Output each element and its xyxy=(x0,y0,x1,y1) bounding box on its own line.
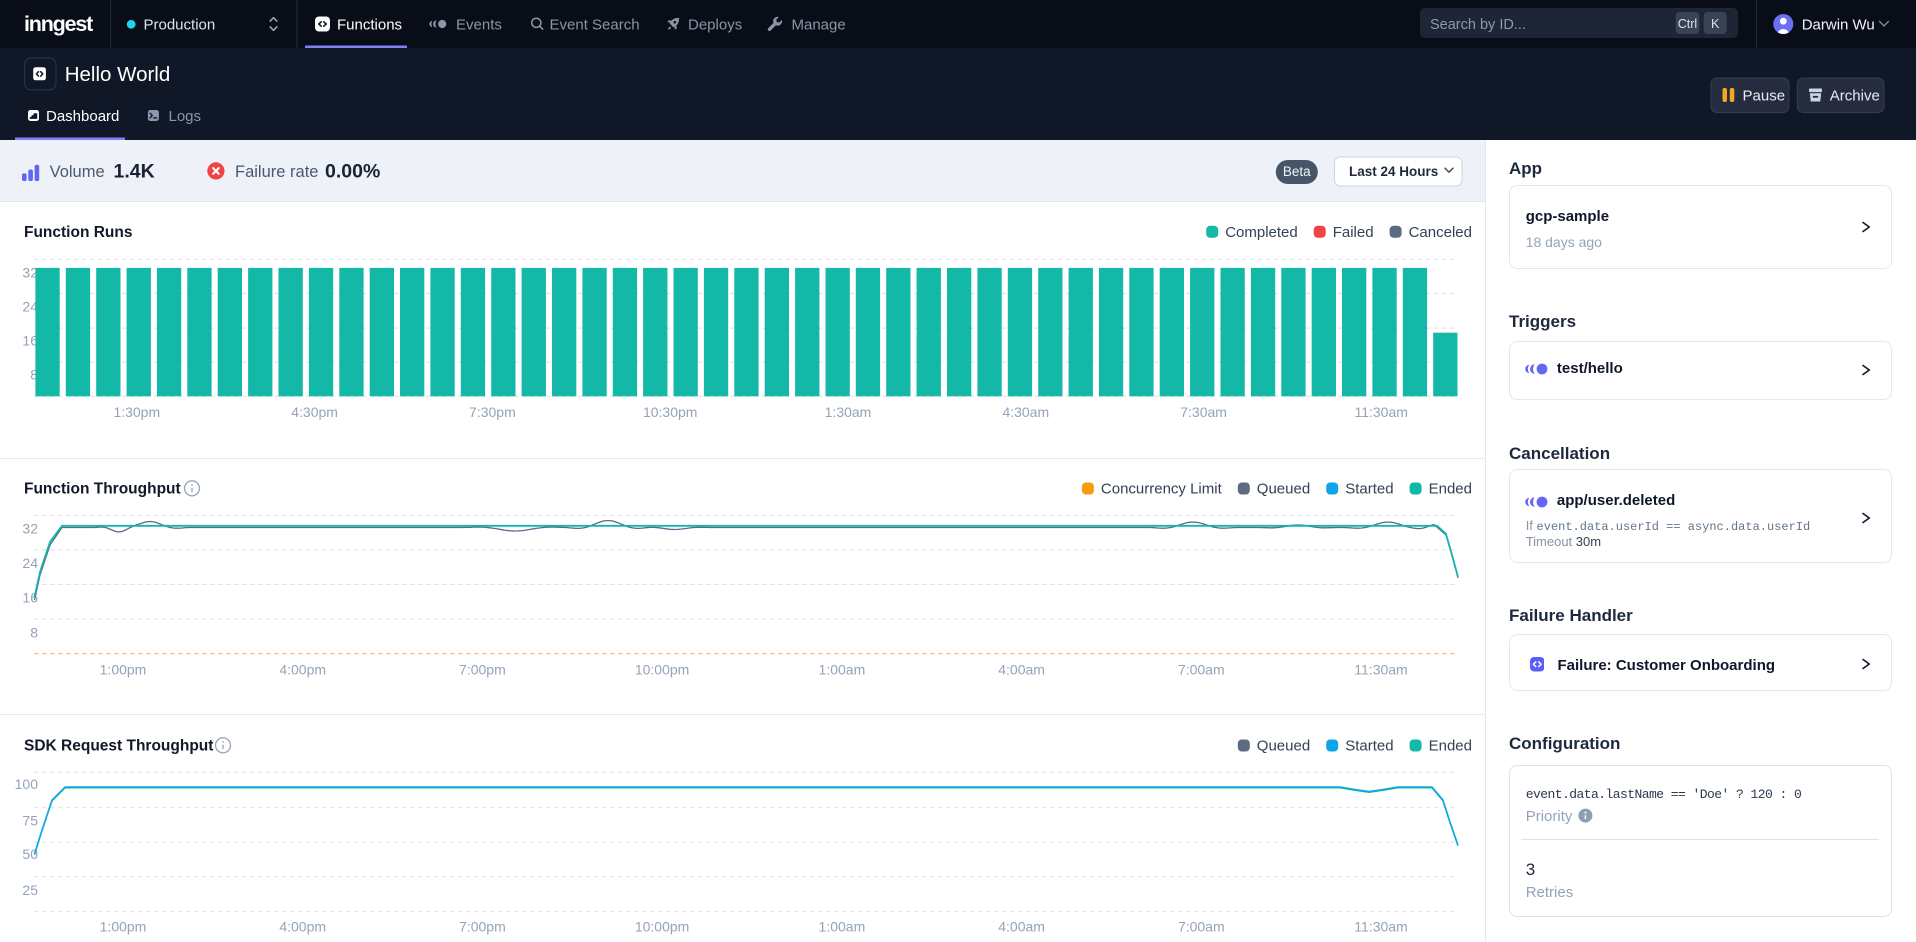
svg-text:7:00am: 7:00am xyxy=(1178,919,1225,935)
svg-text:24: 24 xyxy=(22,555,38,571)
svg-text:Beta: Beta xyxy=(1283,164,1311,179)
svg-text:4:00am: 4:00am xyxy=(998,919,1045,935)
svg-text:1:00am: 1:00am xyxy=(819,919,866,935)
svg-text:Events: Events xyxy=(456,17,502,34)
svg-text:Ctrl: Ctrl xyxy=(1678,17,1697,31)
svg-text:Event Search: Event Search xyxy=(550,17,640,34)
svg-text:Ended: Ended xyxy=(1429,481,1472,498)
svg-text:Dashboard: Dashboard xyxy=(46,108,119,125)
svg-text:Volume: Volume xyxy=(50,163,105,181)
svg-text:11:30am: 11:30am xyxy=(1354,919,1407,935)
svg-text:7:00am: 7:00am xyxy=(1178,662,1225,678)
svg-text:Started: Started xyxy=(1345,738,1393,755)
svg-text:1:30am: 1:30am xyxy=(825,404,872,420)
svg-text:32: 32 xyxy=(22,520,38,536)
svg-text:Failed: Failed xyxy=(1333,224,1374,241)
svg-text:1:30pm: 1:30pm xyxy=(113,404,160,420)
svg-text:7:30am: 7:30am xyxy=(1180,404,1227,420)
svg-text:10:00pm: 10:00pm xyxy=(635,919,689,935)
svg-text:1.4K: 1.4K xyxy=(114,161,155,183)
svg-text:1:00am: 1:00am xyxy=(819,662,866,678)
svg-text:10:00pm: 10:00pm xyxy=(635,662,689,678)
svg-text:Pause: Pause xyxy=(1743,88,1786,105)
svg-text:4:30am: 4:30am xyxy=(1002,404,1049,420)
svg-text:4:00am: 4:00am xyxy=(998,662,1045,678)
svg-text:Archive: Archive xyxy=(1830,88,1880,105)
svg-text:7:00pm: 7:00pm xyxy=(459,919,506,935)
svg-text:Manage: Manage xyxy=(792,17,846,34)
svg-text:Production: Production xyxy=(144,17,216,34)
svg-text:11:30am: 11:30am xyxy=(1354,662,1407,678)
svg-text:50: 50 xyxy=(22,846,38,862)
svg-text:16: 16 xyxy=(22,332,38,348)
svg-text:24: 24 xyxy=(22,299,38,315)
svg-text:K: K xyxy=(1711,17,1720,31)
svg-text:Queued: Queued xyxy=(1257,738,1310,755)
svg-text:Concurrency Limit: Concurrency Limit xyxy=(1101,481,1223,498)
svg-text:32: 32 xyxy=(22,265,38,281)
svg-text:Ended: Ended xyxy=(1429,738,1472,755)
svg-text:8: 8 xyxy=(30,625,38,641)
svg-text:Darwin Wu: Darwin Wu xyxy=(1802,17,1875,34)
svg-text:75: 75 xyxy=(22,813,38,829)
svg-text:4:00pm: 4:00pm xyxy=(279,662,326,678)
svg-text:8: 8 xyxy=(30,367,38,383)
svg-text:Functions: Functions xyxy=(337,17,402,34)
svg-text:SDK Request Throughput: SDK Request Throughput xyxy=(24,738,213,755)
svg-text:Started: Started xyxy=(1345,481,1393,498)
svg-text:Search by ID...: Search by ID... xyxy=(1430,17,1526,33)
svg-text:100: 100 xyxy=(15,776,39,792)
svg-text:4:00pm: 4:00pm xyxy=(279,919,326,935)
svg-text:Function Throughput: Function Throughput xyxy=(24,481,181,498)
svg-text:Deploys: Deploys xyxy=(688,17,742,34)
svg-text:16: 16 xyxy=(22,590,38,606)
svg-text:Logs: Logs xyxy=(169,108,202,125)
svg-text:Hello World: Hello World xyxy=(65,63,171,86)
svg-text:25: 25 xyxy=(22,882,38,898)
svg-text:7:30pm: 7:30pm xyxy=(469,404,516,420)
svg-text:10:30pm: 10:30pm xyxy=(643,404,697,420)
svg-text:Failure rate: Failure rate xyxy=(235,163,318,181)
svg-text:Last 24 Hours: Last 24 Hours xyxy=(1349,164,1438,179)
svg-text:7:00pm: 7:00pm xyxy=(459,662,506,678)
svg-text:Canceled: Canceled xyxy=(1409,224,1472,241)
svg-text:0.00%: 0.00% xyxy=(325,161,380,183)
svg-text:Completed: Completed xyxy=(1225,224,1298,241)
svg-text:1:00pm: 1:00pm xyxy=(100,662,147,678)
svg-text:4:30pm: 4:30pm xyxy=(291,404,338,420)
svg-text:11:30am: 11:30am xyxy=(1354,404,1407,420)
svg-text:Function Runs: Function Runs xyxy=(24,224,133,241)
svg-text:Queued: Queued xyxy=(1257,481,1310,498)
svg-text:1:00pm: 1:00pm xyxy=(100,919,147,935)
